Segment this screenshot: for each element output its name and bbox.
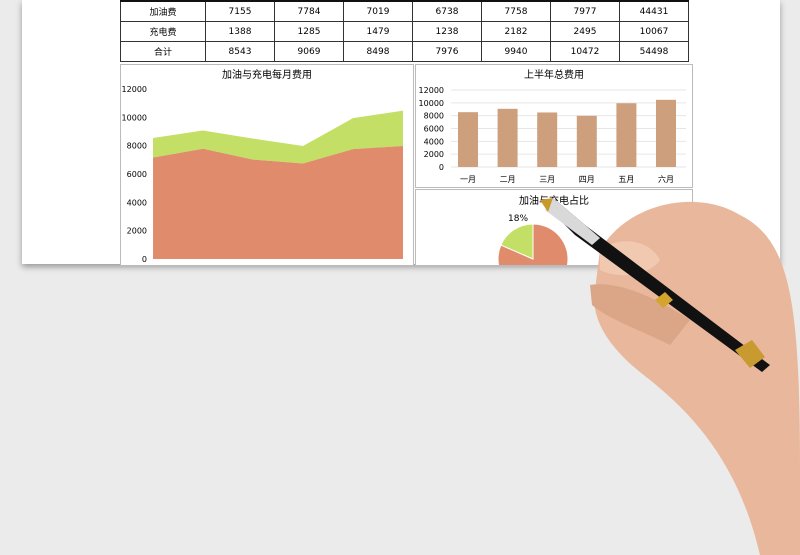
- table-row: 合计 8543 9069 8498 7976 9940 10472 54498: [120, 41, 689, 62]
- y-tick-label: 0: [439, 163, 444, 172]
- y-tick-label: 4000: [127, 198, 147, 207]
- x-tick-label: 二月: [500, 175, 516, 184]
- bar-chart-panel[interactable]: 上半年总费用 0 2000 4000 6000 8000 10000 12000 一月 二月 三月…: [415, 64, 693, 188]
- y-tick-label: 10000: [122, 113, 147, 122]
- x-tick-label: 三月: [539, 175, 555, 184]
- bar: [576, 115, 597, 167]
- y-tick-label: 12000: [122, 85, 147, 94]
- area-chart-title: 加油与充电每月费用: [222, 68, 312, 81]
- table-cell[interactable]: 54498: [619, 41, 689, 62]
- x-tick-label: 四月: [579, 175, 595, 184]
- y-tick-label: 6000: [424, 125, 444, 134]
- bar-chart: 上半年总费用 0 2000 4000 6000 8000 10000 12000 一月 二月 三月…: [419, 68, 686, 184]
- bar-chart-title: 上半年总费用: [524, 68, 584, 81]
- area-chart: 加油与充电每月费用 0 2000 4000 6000 8000 10000 12000: [122, 68, 403, 264]
- area-chart-panel[interactable]: 加油与充电每月费用 0 2000 4000 6000 8000 10000 12000: [120, 64, 414, 266]
- y-tick-label: 2000: [424, 150, 444, 159]
- y-tick-label: 6000: [127, 170, 147, 179]
- y-tick-label: 10000: [419, 99, 444, 108]
- row-label[interactable]: 合计: [120, 41, 206, 62]
- pie-slice: [500, 223, 534, 260]
- pie-data-label: 18%: [508, 214, 528, 224]
- y-tick-label: 8000: [127, 142, 147, 151]
- y-tick-label: 8000: [424, 112, 444, 121]
- table-cell[interactable]: 9069: [274, 41, 344, 62]
- y-tick-label: 4000: [424, 137, 444, 146]
- bar: [537, 112, 558, 167]
- x-tick-label: 六月: [658, 174, 674, 184]
- bar: [616, 103, 637, 167]
- bar: [497, 108, 518, 167]
- area-series-fuel: [153, 145, 403, 259]
- y-tick-label: 12000: [419, 86, 444, 95]
- x-tick-label: 五月: [618, 175, 634, 184]
- y-tick-label: 2000: [127, 227, 147, 236]
- bar: [458, 112, 478, 167]
- y-tick-label: 0: [142, 255, 147, 264]
- area-series-charging: [153, 110, 403, 164]
- expense-table: 加油费 7155 7784 7019 6738 7758 7977 44431 充电费 1388 1…: [120, 0, 689, 62]
- bar: [656, 99, 676, 167]
- x-tick-label: 一月: [460, 175, 476, 184]
